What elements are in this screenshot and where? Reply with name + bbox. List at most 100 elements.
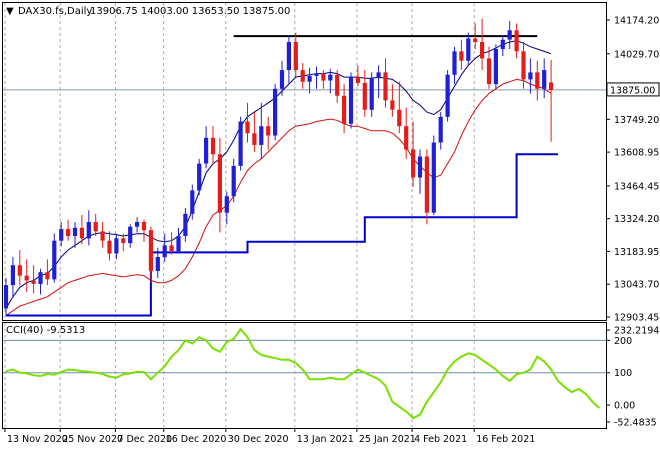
candle-body-18 [128, 226, 133, 244]
candle-24 [169, 232, 174, 255]
candle-body-22 [155, 257, 160, 271]
candle-body-64 [445, 74, 450, 117]
candle-body-15 [107, 240, 112, 254]
candle-body-39 [273, 88, 278, 136]
candle-11 [79, 214, 84, 245]
cci-series-line [5, 327, 601, 420]
cci-y-tick-label-0: 232.2194 [614, 326, 659, 337]
candle-18 [128, 224, 133, 248]
x-tick-label-0: 13 Nov 2020 [7, 434, 68, 445]
candle-body-68 [473, 38, 478, 42]
candle-70 [486, 46, 492, 89]
candle-body-77 [535, 72, 540, 89]
y-tick-label-8: 13043.70 [614, 280, 659, 291]
candle-65 [452, 46, 457, 85]
candle-body-71 [493, 49, 498, 85]
candle-37 [259, 102, 264, 159]
candle-64 [445, 70, 450, 122]
candle-body-56 [390, 100, 395, 110]
candle-22 [155, 247, 160, 279]
candle-body-75 [521, 51, 526, 80]
candle-body-13 [93, 222, 98, 232]
candle-body-32 [224, 196, 229, 213]
candle-3 [24, 259, 29, 293]
candle-59 [411, 121, 416, 187]
candle-15 [107, 231, 112, 261]
candle-7 [52, 233, 57, 283]
dropdown-arrow-icon[interactable]: ▼ [6, 6, 14, 17]
x-tick-label-3: 16 Dec 2020 [166, 434, 227, 445]
candle-body-49 [342, 95, 347, 124]
candle-53 [369, 72, 374, 117]
candle-25 [176, 227, 181, 254]
candle-body-25 [176, 236, 181, 252]
candle-body-43 [300, 70, 305, 82]
candle-14 [100, 221, 105, 248]
x-tick-label-8: 16 Feb 2021 [476, 434, 535, 445]
candle-47 [328, 68, 333, 94]
step-support-line [6, 153, 558, 317]
cci-y-tick-label-1: 200 [614, 336, 632, 347]
current-price-label: 13875.00 [610, 85, 655, 96]
candle-23 [162, 233, 167, 262]
candle-42 [293, 32, 298, 78]
candle-21 [148, 226, 153, 283]
main-panel-frame [2, 2, 607, 321]
candle-30 [210, 126, 216, 165]
candle-body-52 [362, 82, 367, 110]
candle-34 [238, 116, 243, 171]
candle-26 [183, 207, 188, 242]
candle-body-31 [217, 154, 222, 213]
candle-body-5 [38, 272, 43, 284]
current-price-box [606, 82, 660, 97]
x-tick-label-6: 25 Jan 2021 [359, 434, 416, 445]
candle-17 [121, 233, 126, 252]
candle-body-42 [293, 42, 298, 70]
candle-54 [376, 65, 381, 99]
candle-body-21 [148, 230, 153, 272]
candle-39 [273, 84, 278, 141]
candle-body-69 [480, 42, 485, 59]
candle-body-9 [66, 229, 71, 236]
x-tick-label-1: 25 Nov 2020 [62, 434, 123, 445]
candle-body-4 [31, 280, 36, 284]
candle-20 [141, 219, 147, 242]
candle-31 [217, 137, 222, 233]
candle-75 [521, 42, 526, 89]
candle-10 [72, 221, 78, 248]
candle-45 [314, 66, 319, 89]
candle-19 [135, 217, 140, 233]
candle-8 [59, 221, 64, 247]
candle-body-51 [355, 77, 360, 83]
candle-76 [528, 58, 533, 94]
candle-body-46 [321, 73, 326, 81]
candle-68 [473, 23, 478, 50]
candle-body-35 [245, 121, 250, 134]
upper-band-line [5, 40, 552, 309]
candle-72 [500, 35, 505, 57]
candle-38 [266, 116, 271, 150]
candle-60 [417, 149, 423, 194]
candle-57 [397, 81, 402, 134]
candle-body-53 [369, 78, 374, 110]
candle-body-74 [514, 30, 519, 52]
y-tick-label-4: 13608.95 [614, 148, 659, 159]
x-tick-label-2: 7 Dec 2020 [117, 434, 172, 445]
y-tick-label-6: 13324.20 [614, 214, 659, 225]
candle-51 [355, 65, 360, 87]
candle-body-41 [286, 42, 291, 70]
candle-body-67 [466, 38, 471, 61]
candle-body-50 [348, 77, 354, 124]
candle-41 [286, 35, 291, 85]
candle-body-7 [52, 240, 57, 280]
candle-55 [383, 58, 388, 108]
candle-body-72 [500, 39, 505, 49]
candle-body-28 [197, 163, 202, 191]
candle-32 [224, 191, 229, 225]
candle-body-0 [3, 285, 9, 309]
candle-6 [45, 259, 50, 286]
candle-layer [3, 18, 554, 316]
candle-body-1 [10, 265, 15, 286]
candle-33 [231, 158, 236, 203]
